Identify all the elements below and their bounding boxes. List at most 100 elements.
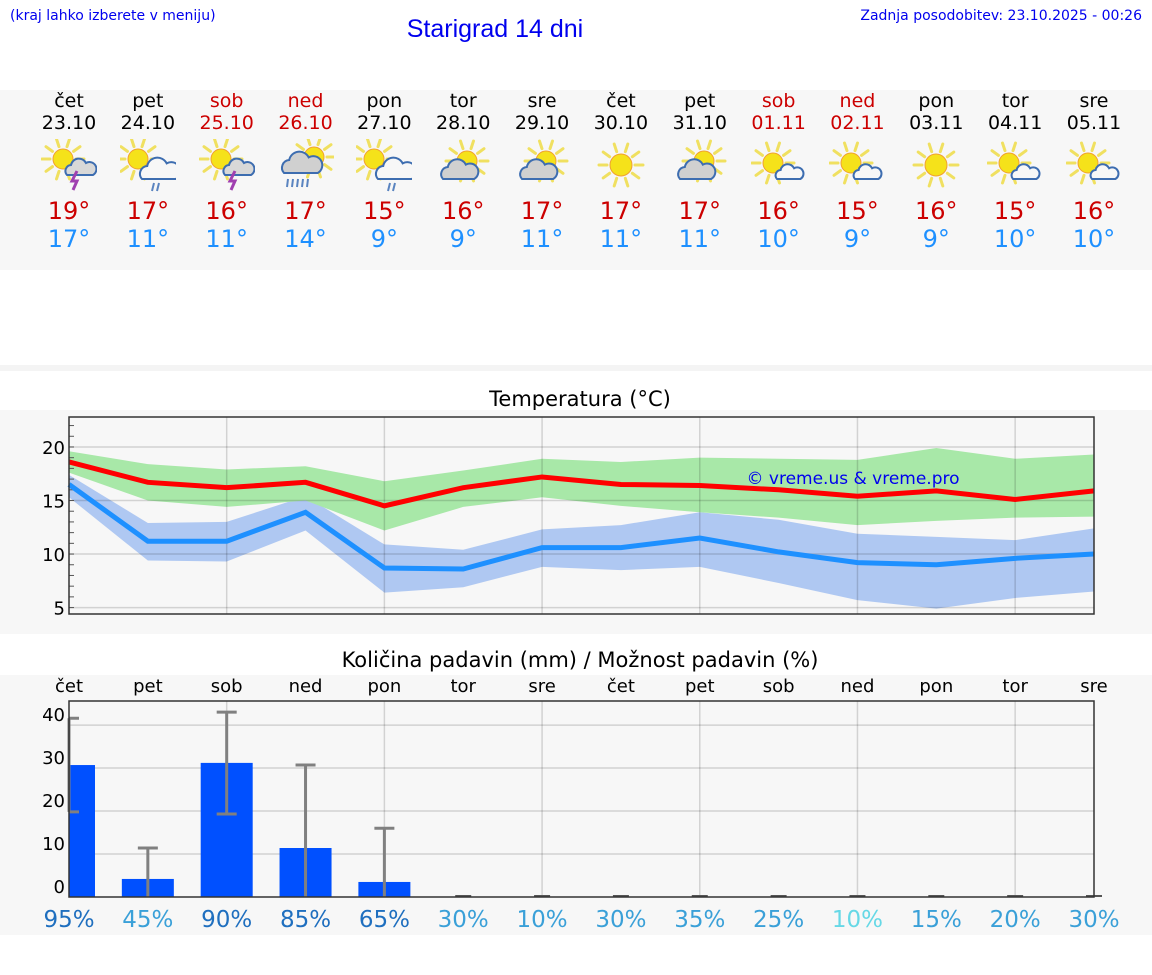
day-name: sre	[527, 90, 557, 112]
day-name: ned	[287, 90, 324, 112]
max-temperature: 17°	[520, 197, 564, 225]
weather-sun-grey-cloud-icon	[660, 139, 740, 195]
day-forecast: čet 23.10 19° 17°	[29, 90, 109, 253]
max-temperature: 16°	[441, 197, 485, 225]
precipitation-probability: 65%	[359, 907, 410, 933]
plot-frame	[68, 416, 1095, 615]
day-date: 01.11	[751, 112, 806, 134]
max-temperature: 19°	[47, 197, 91, 225]
day-label: sre	[528, 676, 555, 697]
plot-frame	[68, 700, 1095, 898]
y-tick-label: 20	[42, 438, 65, 459]
weather-sun-icon	[581, 139, 661, 195]
precipitation-probability: 30%	[1068, 907, 1119, 933]
day-name: sre	[1079, 90, 1109, 112]
day-date: 03.11	[909, 112, 964, 134]
temperature-chart: 5 10 15 20 © vreme.us & vreme.pro	[42, 416, 1095, 620]
day-label: sob	[211, 676, 243, 697]
precipitation-chart-panel: 0 10 20 30 40 čet 95% pet 45% sob 90% ned 85% pon 65% t…	[0, 675, 1152, 935]
day-forecast: ned 02.11 15° 9°	[817, 90, 897, 253]
min-temperature: 11°	[599, 225, 643, 253]
day-label: pet	[685, 676, 715, 697]
weather-sun-cloud-thunder-icon	[187, 139, 267, 195]
weather-sun-cloud-rain-icon	[344, 139, 424, 195]
max-temperature: 16°	[205, 197, 248, 225]
temperature-chart-title: Temperatura (°C)	[489, 387, 671, 411]
day-date: 05.11	[1066, 112, 1122, 134]
day-date: 25.10	[199, 112, 254, 134]
min-temperature: 9°	[922, 225, 950, 253]
day-forecast: tor 04.11 15° 10°	[975, 90, 1055, 253]
day-forecast: tor 28.10 16° 9°	[423, 90, 503, 253]
day-label: tor	[450, 676, 476, 697]
day-forecast: pon 03.11 16° 9°	[896, 90, 976, 253]
min-temperature: 9°	[449, 225, 477, 253]
max-temperature: 16°	[1072, 197, 1116, 225]
min-temperature: 9°	[370, 225, 399, 253]
day-label: pon	[919, 676, 953, 697]
precipitation-probability: 25%	[753, 907, 804, 933]
min-temperature: 10°	[993, 225, 1037, 253]
day-date: 28.10	[436, 112, 491, 134]
max-temperature: 17°	[599, 197, 643, 225]
min-temperature-line	[67, 482, 1095, 572]
day-name: pon	[366, 90, 403, 112]
day-name: pet	[132, 90, 164, 112]
weather-sun-grey-cloud-icon	[423, 139, 503, 195]
daily-forecast-panel: čet 23.10 19° 17° pet 24.10 17° 11° sob 25…	[0, 90, 1152, 270]
day-label: pon	[367, 676, 401, 697]
day-date: 29.10	[514, 112, 570, 134]
day-label: čet	[607, 676, 635, 697]
precipitation-probability: 90%	[201, 907, 252, 933]
day-name: tor	[1001, 90, 1029, 112]
day-name: pon	[918, 90, 955, 112]
min-temperature: 17°	[47, 225, 91, 253]
min-temperature: 11°	[520, 225, 564, 253]
day-forecast: ned 26.10 17° 14°	[266, 90, 346, 253]
watermark: © vreme.us & vreme.pro	[746, 469, 959, 489]
precipitation-bar	[69, 765, 95, 897]
day-forecast: sob 01.11 16° 10°	[739, 90, 819, 253]
day-name: čet	[606, 90, 636, 112]
y-tick-label: 40	[42, 705, 65, 726]
weather-sun-icon	[896, 139, 976, 195]
weather-sun-small-cloud-icon	[739, 139, 819, 195]
max-temperature: 17°	[284, 197, 327, 225]
day-date: 27.10	[357, 112, 412, 134]
max-temperature-line	[68, 459, 1095, 509]
max-temperature: 17°	[678, 197, 722, 225]
precipitation-probability: 95%	[43, 907, 94, 933]
day-name: ned	[839, 90, 876, 112]
day-date: 24.10	[120, 112, 176, 134]
min-temperature: 11°	[678, 225, 722, 253]
y-tick-label: 30	[42, 748, 65, 769]
precipitation-probability: 30%	[595, 907, 646, 933]
page-title: Starigrad 14 dni	[406, 15, 584, 43]
day-name: pet	[684, 90, 716, 112]
min-temperature: 11°	[205, 225, 248, 253]
precipitation-probability: 45%	[122, 907, 173, 933]
day-date: 26.10	[278, 112, 333, 134]
day-name: sob	[761, 90, 796, 112]
temperature-chart-panel: 5 10 15 20 © vreme.us & vreme.pro	[0, 410, 1152, 634]
day-forecast: sre 29.10 17° 11°	[502, 90, 582, 253]
precipitation-chart: 0 10 20 30 40 čet 95% pet 45% sob 90% ned 85% pon 65% t…	[42, 676, 1119, 933]
max-temperature: 15°	[993, 197, 1037, 225]
day-forecast: sre 05.11 16° 10°	[1054, 90, 1134, 253]
last-updated: Zadnja posodobitev: 23.10.2025 - 00:26	[860, 8, 1142, 24]
min-temperature: 9°	[843, 225, 872, 253]
max-temperature: 16°	[915, 197, 958, 225]
weather-sun-cloud-thunder-icon	[29, 139, 109, 195]
y-tick-label: 5	[54, 599, 65, 620]
location-hint: (kraj lahko izberete v meniju)	[10, 8, 216, 24]
day-name: čet	[54, 90, 84, 112]
max-temperature: 16°	[757, 197, 800, 225]
day-forecast: čet 30.10 17° 11°	[581, 90, 661, 253]
precipitation-chart-title: Količina padavin (mm) / Možnost padavin …	[341, 648, 819, 672]
weather-sun-small-cloud-icon	[817, 139, 897, 195]
day-forecast: pon 27.10 15° 9°	[344, 90, 424, 253]
min-temperature: 11°	[126, 225, 170, 253]
day-name: tor	[449, 90, 477, 112]
min-temperature-range-band	[69, 474, 1094, 609]
precipitation-probability: 15%	[911, 907, 962, 933]
